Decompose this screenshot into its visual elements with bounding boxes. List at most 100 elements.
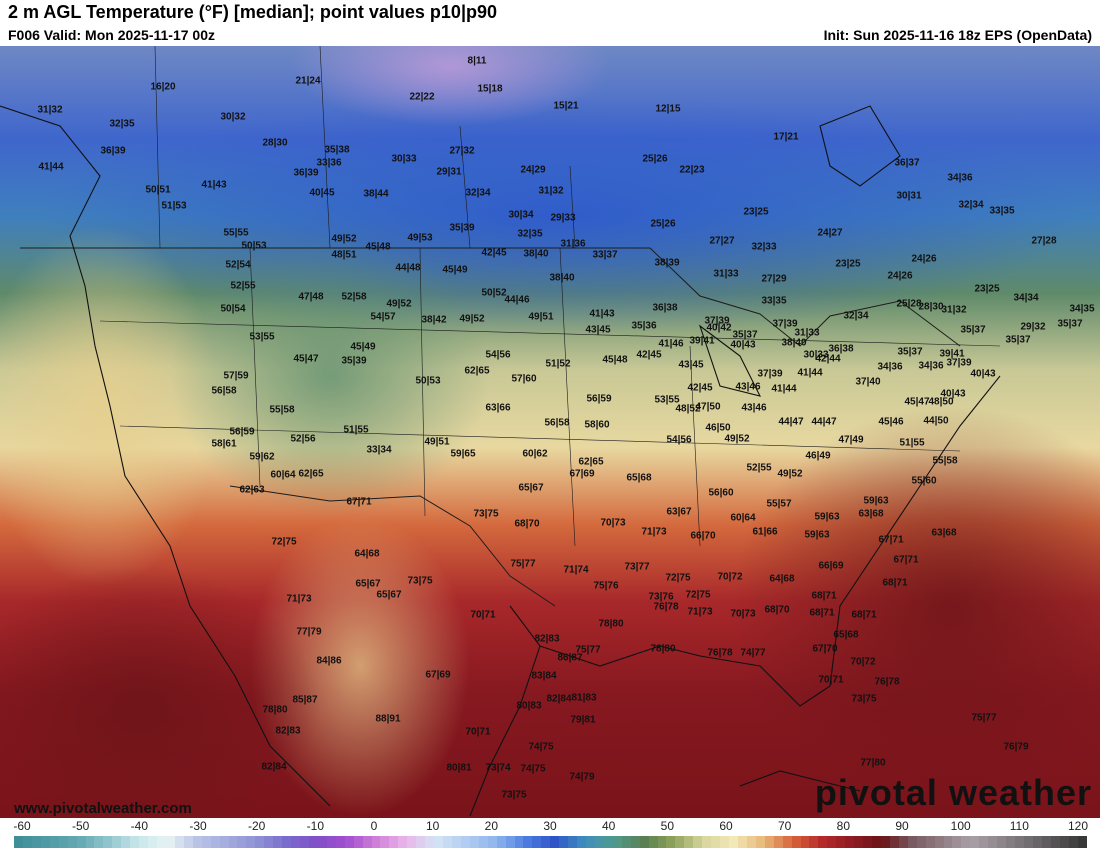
colorbar-swatch [755,836,765,848]
colorbar-tick-label: 70 [777,819,792,833]
point-value-label: 49|51 [528,311,554,323]
colorbar-swatch [335,836,345,848]
point-value-label: 48|51 [331,249,357,261]
point-value-label: 67|69 [425,669,451,681]
point-value-label: 27|32 [449,145,475,157]
point-value-label: 79|81 [570,714,596,726]
point-value-label: 35|37 [897,346,923,358]
point-value-label: 78|80 [598,618,624,630]
point-value-label: 63|68 [931,527,957,539]
point-value-label: 82|84 [261,761,287,773]
colorbar-swatch [112,836,122,848]
colorbar-tick-label: 90 [895,819,909,833]
colorbar-swatch [58,836,68,848]
point-value-label: 43|45 [585,324,611,336]
colorbar-swatch [809,836,819,848]
point-value-label: 45|47 [293,353,319,365]
colorbar-swatch [800,836,810,848]
gulf-atlantic-coastline [509,375,1001,707]
colorbar-swatch [157,836,166,848]
colorbar-swatch [854,836,864,848]
point-value-label: 49|52 [459,313,485,325]
colorbar-swatch [621,836,631,848]
point-value-label: 25|26 [650,218,676,230]
valid-time: F006 Valid: Mon 2025-11-17 00z [8,27,215,43]
point-value-label: 66|69 [818,560,844,572]
point-value-label: 76|78 [707,647,733,659]
point-value-label: 58|61 [211,438,237,450]
colorbar-swatch [210,836,220,848]
point-value-label: 68|70 [514,518,540,530]
point-value-label: 73|75 [473,508,499,520]
point-value-label: 31|33 [713,268,739,280]
colorbar-swatch [880,836,890,848]
point-value-label: 45|48 [365,241,391,253]
colorbar-swatch [586,836,595,848]
colorbar-swatch [925,836,935,848]
colorbar-swatch [416,836,426,848]
point-value-label: 43|46 [741,402,767,414]
cuba-coastline [739,770,861,792]
colorbar-tick-label: -40 [130,819,148,833]
colorbar-swatch [398,836,408,848]
colorbar-tick-label: -10 [306,819,324,833]
website-watermark: www.pivotalweather.com [14,800,192,817]
point-value-label: 32|35 [109,118,135,130]
point-value-label: 15|18 [477,83,503,95]
coastlines [0,105,1001,817]
point-value-label: 63|66 [485,402,511,414]
point-value-label: 51|55 [899,437,925,449]
point-value-label: 31|32 [538,185,564,197]
colorbar-swatch [291,836,300,848]
state-line [689,345,701,547]
colorbar-swatch [407,836,417,848]
colorbar-swatch [49,836,59,848]
point-value-label: 63|68 [858,508,884,520]
colorbar-swatch [505,836,515,848]
point-value-label: 42|45 [481,247,507,259]
state-line [559,247,576,547]
colorbar-swatch [988,836,998,848]
point-value-label: 56|59 [586,393,612,405]
point-value-label: 76|78 [874,676,900,688]
point-value-label: 32|33 [751,241,777,253]
point-value-label: 80|83 [516,700,542,712]
point-value-label: 56|60 [708,487,734,499]
point-value-label: 38|40 [523,248,549,260]
point-value-label: 49|52 [724,433,750,445]
point-value-label: 58|60 [584,419,610,431]
point-value-label: 38|42 [421,314,447,326]
point-value-label: 32|34 [958,199,984,211]
colorbar-swatch [76,836,86,848]
point-value-label: 73|75 [407,575,433,587]
colorbar-swatch [443,836,452,848]
colorbar-swatch [1077,836,1087,848]
point-value-label: 30|33 [391,153,417,165]
colorbar-swatch [1032,836,1042,848]
point-value-label: 33|34 [366,444,392,456]
point-value-label: 60|62 [522,448,548,460]
point-value-label: 32|34 [843,310,869,322]
point-value-label: 22|23 [679,164,705,176]
colorbar-swatch [773,836,783,848]
colorbar-swatch [273,836,283,848]
point-value-label: 70|72 [850,656,876,668]
point-value-label: 81|83 [571,692,597,704]
point-value-label: 82|83 [534,633,560,645]
point-value-label: 67|71 [893,554,919,566]
point-value-label: 23|25 [743,206,769,218]
point-value-label: 29|31 [436,166,462,178]
point-value-label: 82|84 [546,693,572,705]
point-value-label: 71|74 [563,564,589,576]
point-value-label: 38|44 [363,188,389,200]
point-value-label: 59|62 [249,451,275,463]
point-value-label: 36|38 [652,302,678,314]
point-value-label: 40|43 [970,368,996,380]
point-value-label: 57|59 [223,370,249,382]
point-value-label: 31|36 [560,238,586,250]
point-value-label: 61|66 [752,526,778,538]
point-value-label: 56|58 [544,417,570,429]
point-value-label: 33|35 [989,205,1015,217]
map-title: 2 m AGL Temperature (°F) [median]; point… [8,2,497,22]
point-value-label: 65|67 [355,578,381,590]
